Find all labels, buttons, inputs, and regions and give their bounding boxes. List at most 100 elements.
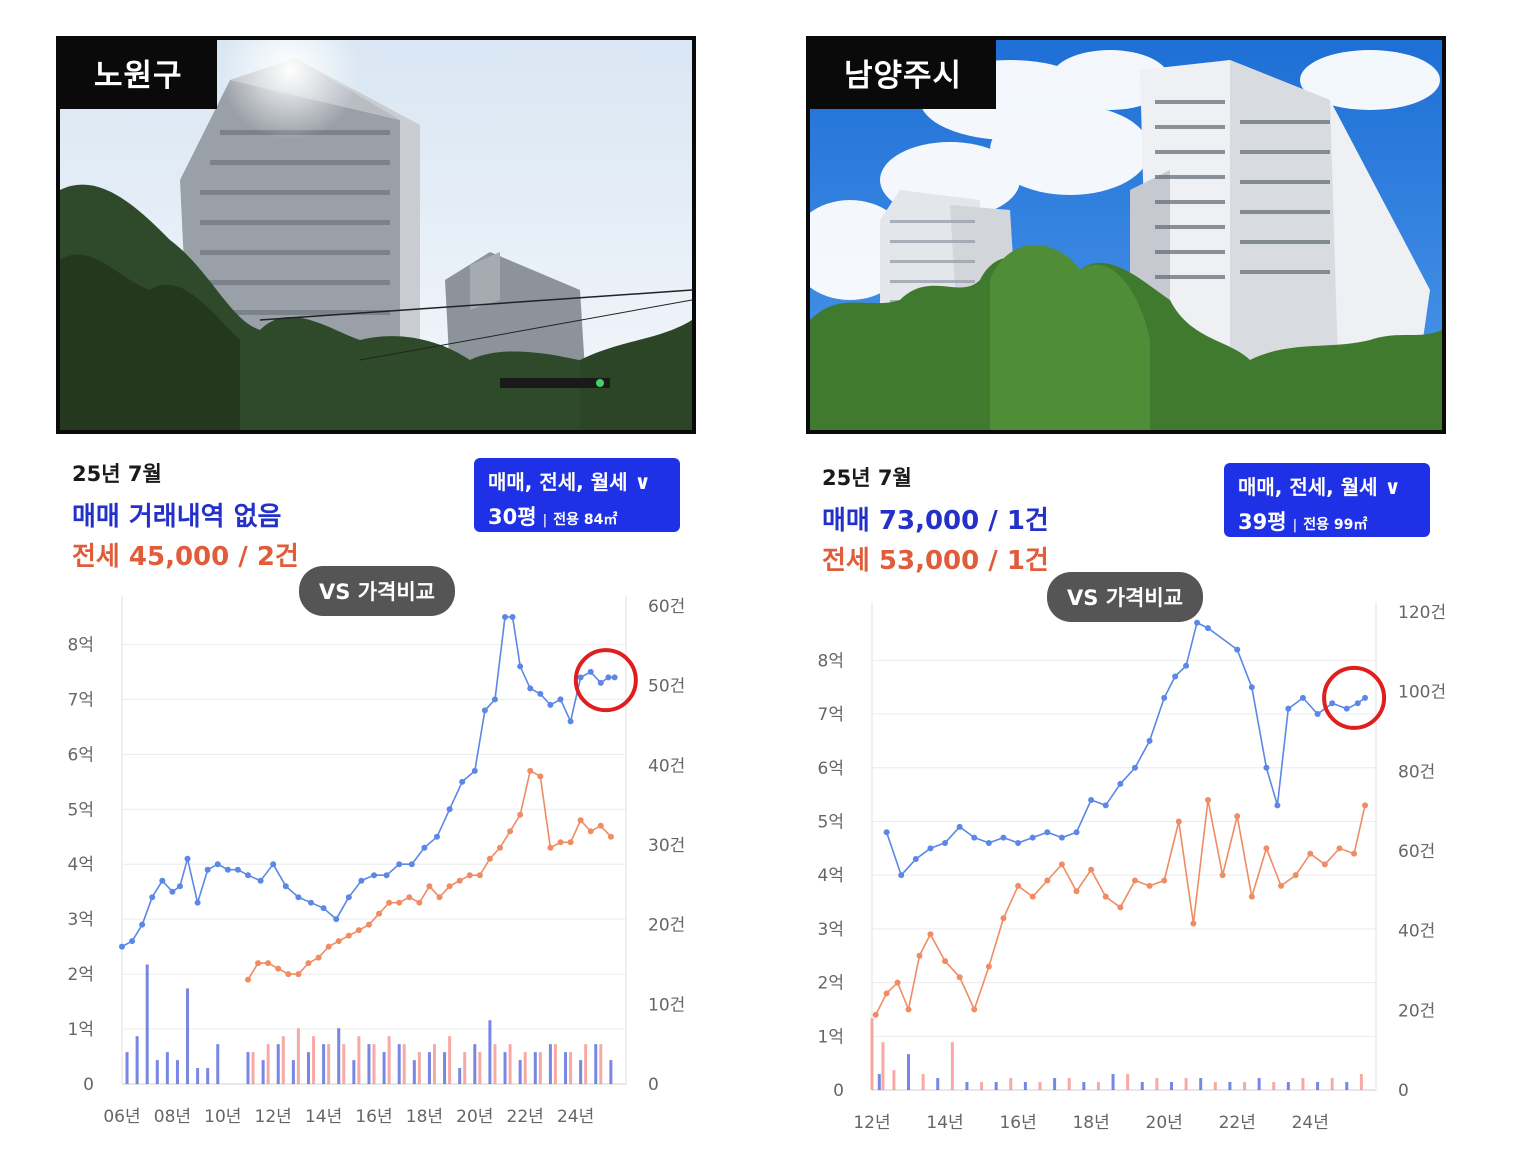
jeonse-point	[1292, 872, 1299, 879]
size-select[interactable]: 30평 | 전용 84㎡	[488, 501, 666, 531]
sale-point	[1183, 662, 1190, 669]
jeonse-point	[883, 990, 890, 997]
jeonse_volume-bar	[1009, 1078, 1013, 1090]
price-compare-button[interactable]: VS 가격비교	[1047, 572, 1203, 622]
jeonse-point	[1044, 877, 1051, 884]
jeonse_volume-bar	[372, 1044, 376, 1084]
region-tag: 남양주시	[810, 40, 997, 109]
y-left-tick-label: 7억	[68, 690, 94, 710]
jeonse-point	[396, 899, 403, 906]
sale-point	[567, 718, 574, 725]
jeonse_volume-bar	[281, 1036, 285, 1084]
sale_volume-bar	[145, 964, 149, 1084]
jeonse_volume-bar	[1272, 1082, 1276, 1090]
sale-point	[129, 938, 136, 945]
y-right-tick-label: 10건	[648, 995, 685, 1015]
y-right-tick-label: 100건	[1398, 683, 1446, 703]
jeonse-point	[416, 899, 423, 906]
sale-point	[459, 778, 466, 785]
jeonse_volume-bar	[980, 1082, 984, 1090]
jeonse_volume-bar	[553, 1044, 557, 1084]
jeonse-point	[355, 927, 362, 934]
deal-type-select[interactable]: 매매, 전세, 월세 ∨	[1238, 475, 1401, 499]
jeonse-point	[285, 971, 292, 978]
jeonse-point	[1102, 893, 1109, 900]
sale_volume-bar	[1199, 1078, 1203, 1090]
sale-point	[1343, 705, 1350, 712]
sale-point	[971, 834, 978, 841]
x-tick-label: 06년	[103, 1107, 140, 1127]
filter-dropdown-button[interactable]: 매매, 전세, 월세 ∨ 39평 | 전용 99㎡	[1224, 463, 1430, 537]
jeonse_volume-bar	[387, 1036, 391, 1084]
jeonse-point	[547, 844, 554, 851]
jeonse-point	[1336, 845, 1343, 852]
sale-point	[159, 877, 166, 884]
jeonse-point	[507, 828, 514, 835]
sale-point	[502, 613, 509, 620]
x-tick-label: 24년	[557, 1107, 594, 1127]
sale_volume-bar	[1257, 1078, 1261, 1090]
jeonse-point	[1205, 796, 1211, 803]
jeonse-point	[1088, 866, 1095, 873]
sale_volume-bar	[936, 1078, 940, 1090]
sale_volume-bar	[261, 1060, 265, 1084]
sale-point	[320, 905, 327, 912]
sale-point	[257, 877, 264, 884]
sale-point	[204, 866, 211, 873]
jeonse_volume-bar	[342, 1044, 346, 1084]
sale-point	[1314, 711, 1321, 718]
size-select[interactable]: 39평 | 전용 99㎡	[1238, 506, 1416, 536]
jeonse-point	[345, 932, 352, 939]
sale-summary: 매매 거래내역 없음	[72, 502, 282, 532]
sale_volume-bar	[276, 1044, 280, 1084]
jeonse_volume-bar	[1184, 1078, 1188, 1090]
jeonse_volume-bar	[1301, 1078, 1305, 1090]
x-tick-label: 22년	[507, 1107, 544, 1127]
jeonse-point	[927, 931, 934, 938]
jeonse-point	[325, 943, 332, 950]
x-tick-label: 18년	[406, 1107, 443, 1127]
filter-dropdown-button[interactable]: 매매, 전세, 월세 ∨ 30평 | 전용 84㎡	[474, 458, 680, 532]
deal-type-select[interactable]: 매매, 전세, 월세 ∨	[488, 470, 651, 494]
x-tick-label: 20년	[1146, 1113, 1183, 1133]
jeonse-point	[607, 833, 614, 840]
jeonse-point	[872, 1011, 879, 1018]
sale_volume-bar	[206, 1068, 210, 1084]
y-right-tick-label: 20건	[648, 916, 685, 936]
y-right-tick-label: 30건	[648, 836, 685, 856]
sale_volume-bar	[548, 1044, 552, 1084]
panel-left: 노원구 25년 7월 매매 거래내역 없음 전세 45,000 / 2건 매매,…	[50, 0, 710, 1172]
sale_volume-bar	[609, 1060, 613, 1084]
sale_volume-bar	[382, 1052, 386, 1084]
divider-bar: |	[1292, 518, 1298, 533]
y-right-tick-label: 60건	[1398, 842, 1435, 862]
sale-point	[421, 844, 428, 851]
jeonse_volume-bar	[950, 1042, 954, 1090]
jeonse-point	[305, 960, 312, 967]
y-left-tick-label: 6억	[68, 745, 94, 765]
sale-point	[358, 877, 365, 884]
jeonse-point	[1029, 893, 1036, 900]
jeonse-point	[1278, 882, 1285, 889]
sale-point	[1015, 839, 1022, 846]
price-compare-button[interactable]: VS 가격비교	[299, 566, 455, 616]
sale-point	[149, 894, 156, 901]
pyeong-label: 39평	[1238, 510, 1287, 534]
sale_volume-bar	[533, 1052, 537, 1084]
jeonse_volume-bar	[881, 1042, 885, 1090]
x-tick-label: 14년	[926, 1113, 963, 1133]
sale-point	[214, 861, 221, 868]
sale_volume-bar	[216, 1044, 220, 1084]
sale-point	[956, 823, 963, 830]
price-chart-left: 0 1억 2억 3억 4억 5억 6억 7억 8억 0 10건 20건 30건 40건 50건 60건 06년 0…	[68, 596, 685, 1127]
jeonse_volume-bar	[493, 1044, 497, 1084]
jeonse_volume-bar	[508, 1044, 512, 1084]
sale-point	[383, 872, 390, 879]
sale_volume-bar	[488, 1020, 492, 1084]
sale_volume-bar	[877, 1074, 881, 1090]
x-tick-label: 12년	[255, 1107, 292, 1127]
sale-point	[491, 696, 498, 703]
pyeong-label: 30평	[488, 505, 537, 529]
y-left-tick-label: 8억	[818, 651, 844, 671]
jeonse-point	[916, 952, 923, 959]
